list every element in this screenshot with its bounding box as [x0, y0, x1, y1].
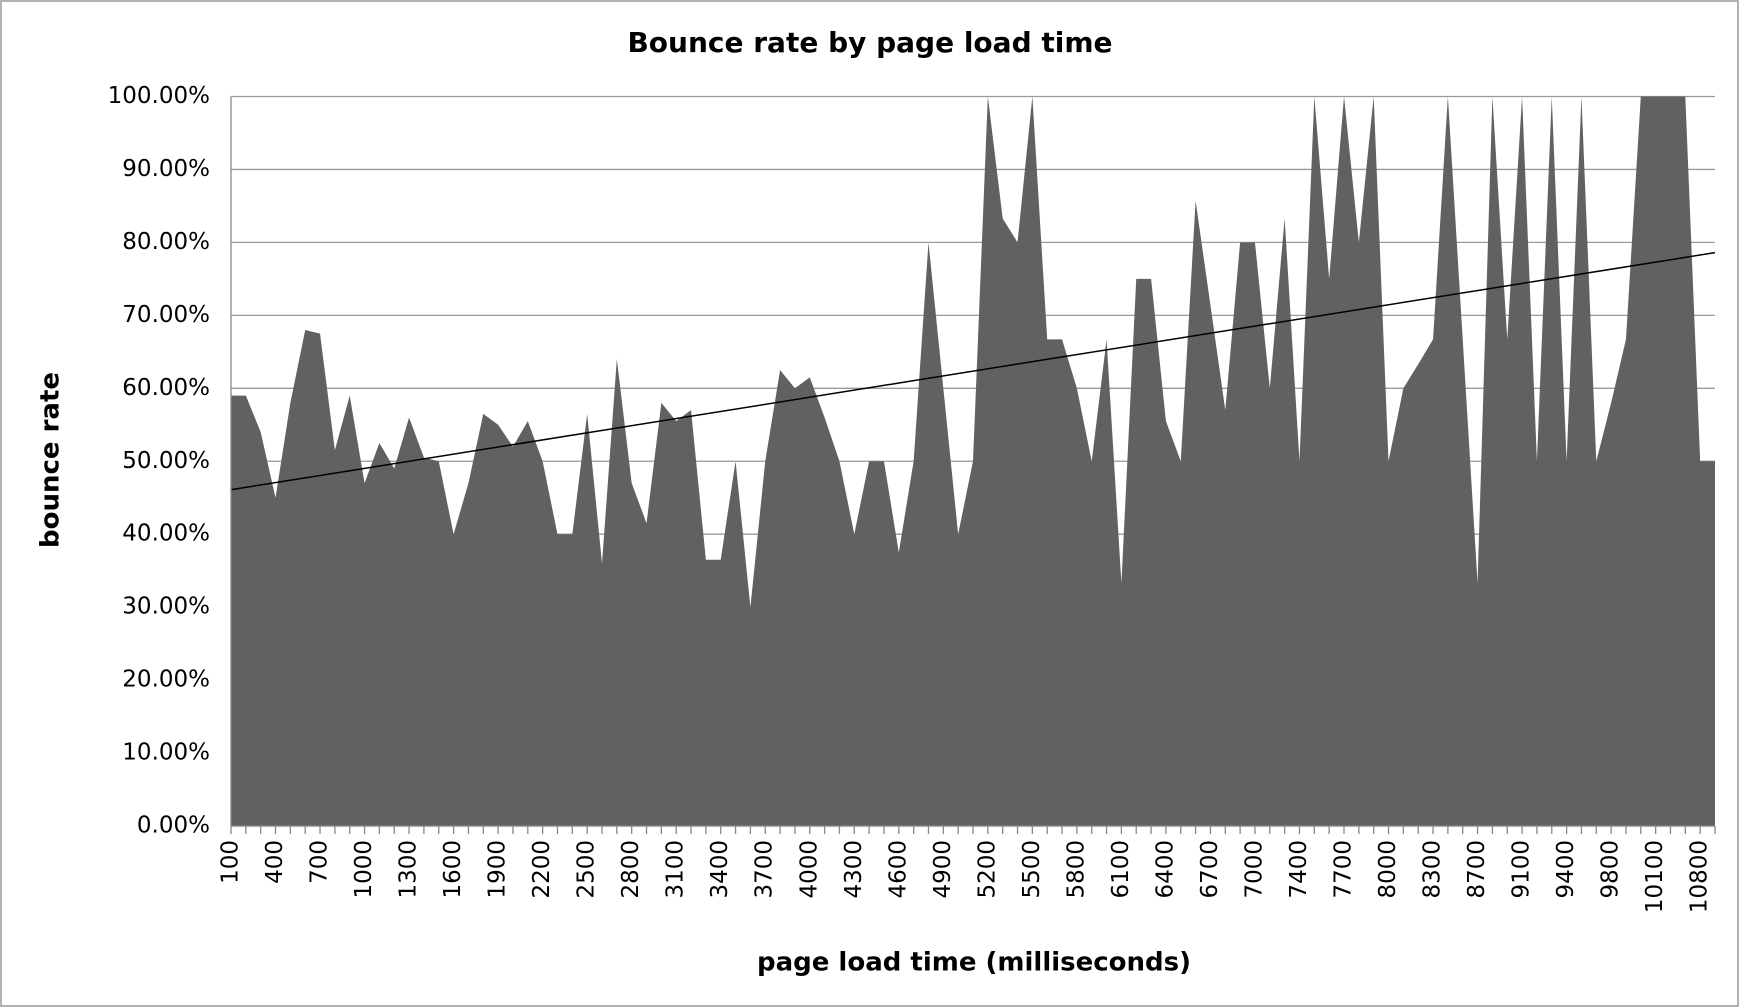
y-tick-label: 0.00%: [137, 813, 210, 839]
x-tick-label: 4300: [841, 840, 867, 899]
x-tick-label: 10800: [1687, 840, 1713, 913]
x-tick-label: 4600: [885, 840, 911, 899]
x-tick-label: 8300: [1420, 840, 1446, 899]
y-tick-label: 10.00%: [122, 740, 210, 766]
x-tick-label: 5800: [1063, 840, 1089, 899]
chart-title: Bounce rate by page load time: [627, 26, 1112, 59]
x-tick-label: 2200: [529, 840, 555, 899]
x-tick-label: 6400: [1152, 840, 1178, 899]
y-axis-label: bounce rate: [36, 372, 66, 548]
y-tick-label: 70.00%: [122, 302, 210, 328]
x-tick-label: 7400: [1286, 840, 1312, 899]
x-tick-label: 1300: [396, 840, 422, 899]
x-tick-label: 2800: [618, 840, 644, 899]
trendline: [230, 251, 1716, 491]
x-tick-label: 100: [218, 840, 244, 884]
x-tick-label: 3100: [663, 840, 689, 899]
x-tick-label: 4900: [930, 840, 956, 899]
y-tick-label: 90.00%: [122, 156, 210, 182]
y-tick-label: 40.00%: [122, 521, 210, 547]
x-tick-label: 9800: [1598, 840, 1624, 899]
x-tick-label: 1900: [485, 840, 511, 899]
y-tick-label: 20.00%: [122, 667, 210, 693]
y-tick-label: 100.00%: [108, 83, 210, 109]
x-tick-label: 7700: [1331, 840, 1357, 899]
x-tick-label: 5200: [974, 840, 1000, 899]
x-tick-label: 6700: [1197, 840, 1223, 899]
x-tick-label: 8000: [1375, 840, 1401, 899]
x-tick-label: 9100: [1509, 840, 1535, 899]
x-tick-label: 3700: [752, 840, 778, 899]
x-tick-label: 1600: [440, 840, 466, 899]
x-tick-label: 9400: [1553, 840, 1579, 899]
x-tick-label: 5500: [1019, 840, 1045, 899]
x-tick-label: 8700: [1464, 840, 1490, 899]
x-tick-label: 2500: [574, 840, 600, 899]
x-axis-label: page load time (milliseconds): [757, 948, 1191, 978]
x-tick-label: 7000: [1241, 840, 1267, 899]
y-tick-label: 80.00%: [122, 229, 210, 255]
x-tick-label: 6100: [1108, 840, 1134, 899]
y-tick-label: 50.00%: [122, 448, 210, 474]
x-tick-label: 10100: [1642, 840, 1668, 913]
x-tick-label: 4000: [796, 840, 822, 899]
x-tick-label: 3400: [707, 840, 733, 899]
y-tick-label: 30.00%: [122, 594, 210, 620]
x-tick-label: 400: [262, 840, 288, 884]
y-tick-label: 60.00%: [122, 375, 210, 401]
area: [231, 96, 1715, 826]
x-tick-label: 700: [307, 840, 333, 884]
x-tick-label: 1000: [351, 840, 377, 899]
